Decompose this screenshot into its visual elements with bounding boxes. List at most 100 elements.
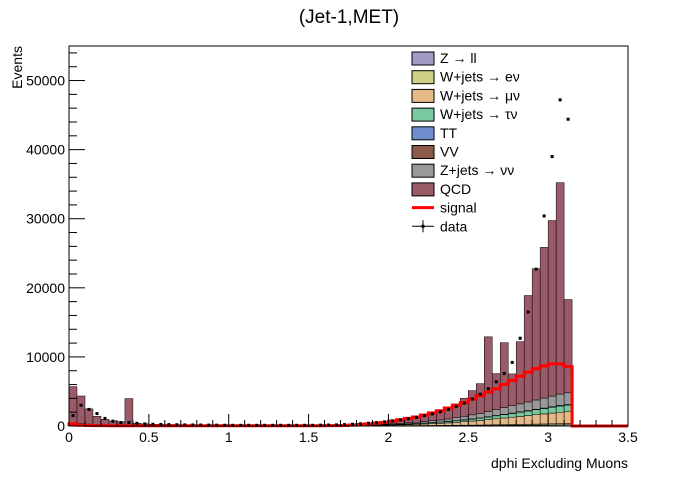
histogram-bar <box>428 421 436 423</box>
data-point <box>95 412 98 415</box>
y-tick-label: 0 <box>57 418 65 434</box>
legend-item: Z+jets → νν <box>412 162 514 178</box>
histogram-bar <box>69 387 77 424</box>
legend: Z → llW+jets → eνW+jets → μνW+jets → τνT… <box>412 50 520 234</box>
histogram-bar <box>508 417 516 424</box>
data-point <box>415 416 418 419</box>
histogram-bar <box>524 411 532 416</box>
x-tick-label: 1.5 <box>299 429 319 445</box>
histogram-bar <box>540 398 548 408</box>
histogram-bar <box>428 424 436 426</box>
legend-swatch <box>412 127 434 140</box>
histogram-bar <box>452 418 460 421</box>
data-point <box>87 408 90 411</box>
data-point <box>479 393 482 396</box>
data-point <box>431 412 434 415</box>
legend-swatch <box>412 52 434 65</box>
y-tick-label: 20000 <box>26 280 65 296</box>
data-point <box>79 404 82 407</box>
legend-label: TT <box>440 125 458 141</box>
legend-label: signal <box>440 200 477 216</box>
data-point <box>455 405 458 408</box>
histogram-bar <box>444 423 452 425</box>
legend-label: Z → ll <box>440 50 477 66</box>
histogram-bar <box>516 416 524 424</box>
histogram-bar <box>460 420 468 422</box>
legend-item: signal <box>412 200 477 216</box>
histogram-bar <box>548 221 556 396</box>
data-point <box>543 214 546 217</box>
histogram-bar <box>540 414 548 424</box>
histogram-bar <box>524 416 532 425</box>
legend-swatch <box>412 71 434 84</box>
histogram-bar <box>516 412 524 416</box>
legend-item: Z → ll <box>412 50 477 66</box>
data-point <box>511 361 514 364</box>
data-point <box>383 420 386 423</box>
histogram-bar <box>468 419 476 421</box>
legend-marker <box>422 225 425 228</box>
legend-item: W+jets → τν <box>412 106 518 122</box>
histogram-bar <box>468 415 476 419</box>
histogram-bar <box>460 422 468 425</box>
histogram-bar <box>436 423 444 425</box>
x-tick-label: 2 <box>385 429 393 445</box>
legend-item: W+jets → eν <box>412 69 520 85</box>
histogram-bar <box>548 407 556 413</box>
data-point <box>567 118 570 121</box>
histogram-bar <box>540 247 548 398</box>
legend-label: data <box>440 218 467 234</box>
histogram-bar <box>444 419 452 421</box>
histogram-bar <box>500 418 508 425</box>
data-point <box>103 417 106 420</box>
data-point <box>487 387 490 390</box>
data-point <box>535 268 538 271</box>
histogram-bar <box>500 343 508 408</box>
histogram-bar <box>484 417 492 420</box>
histogram-bar <box>484 337 492 412</box>
y-tick-label: 50000 <box>26 73 65 89</box>
data-point <box>559 98 562 101</box>
data-point <box>375 421 378 424</box>
data-point <box>495 380 498 383</box>
histogram-bar <box>460 416 468 419</box>
data-point <box>391 419 394 422</box>
data-point <box>399 418 402 421</box>
x-tick-label: 3 <box>544 429 552 445</box>
x-tick-label: 1 <box>225 429 233 445</box>
legend-swatch <box>412 164 434 177</box>
histogram-bar <box>556 394 564 405</box>
histogram-bar <box>476 413 484 418</box>
data-point <box>111 420 114 423</box>
data-point <box>135 422 138 425</box>
histogram-bar <box>548 396 556 407</box>
histogram-bar <box>125 399 133 425</box>
x-tick-label: 2.5 <box>459 429 479 445</box>
histogram-bar <box>476 420 484 425</box>
data-point <box>471 398 474 401</box>
histogram-bar <box>508 406 516 413</box>
histogram-bar <box>484 411 492 416</box>
histogram-bar <box>492 410 500 416</box>
histogram-bar <box>532 269 540 400</box>
chart-title: (Jet-1,MET) <box>299 7 399 28</box>
x-axis-label: dphi Excluding Muons <box>491 455 628 471</box>
data-point <box>519 337 522 340</box>
data-point <box>367 422 370 425</box>
histogram-bar <box>500 415 508 418</box>
legend-swatch <box>412 89 434 102</box>
histogram-bar <box>452 422 460 425</box>
histogram-bar <box>492 419 500 425</box>
histogram-bar <box>508 413 516 417</box>
y-tick-label: 30000 <box>26 211 65 227</box>
x-tick-label: 0 <box>65 429 73 445</box>
y-tick-label: 10000 <box>26 349 65 365</box>
histogram-bar <box>500 408 508 415</box>
histogram-bar <box>77 396 85 424</box>
legend-item: VV <box>412 144 459 160</box>
legend-swatch <box>412 146 434 159</box>
y-axis-label: Events <box>9 46 25 89</box>
legend-swatch <box>412 108 434 121</box>
data-point <box>119 421 122 424</box>
